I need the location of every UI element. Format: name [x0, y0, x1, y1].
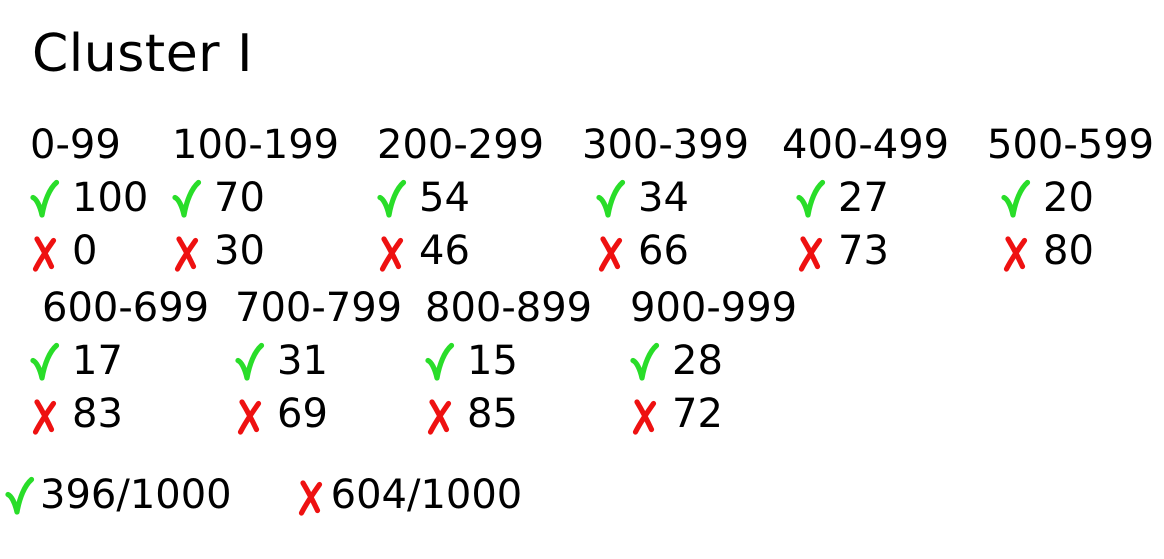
bin-column: 300-399 34 66	[582, 118, 782, 277]
total-pass: 396/1000	[5, 472, 232, 518]
pass-count: 31	[277, 337, 328, 384]
fail-stat: 83	[30, 387, 235, 440]
check-icon	[235, 341, 265, 387]
bin-range-label: 200-299	[377, 121, 545, 168]
bin-groups: 0-99 100 0 100-199 70 30 200-299 54 46 300-399 34 6…	[30, 118, 1164, 440]
cross-icon	[596, 231, 626, 277]
bin-column: 800-899 15 85	[425, 281, 630, 440]
bin-range-label: 800-899	[425, 284, 593, 331]
total-fail-label: 604/1000	[330, 472, 523, 518]
pass-stat: 54	[377, 171, 582, 224]
fail-count: 30	[214, 227, 265, 274]
pass-stat: 31	[235, 334, 425, 387]
pass-count: 54	[419, 174, 470, 221]
page-title: Cluster I	[32, 24, 253, 84]
bin-range-label: 900-999	[630, 284, 798, 331]
fail-count: 0	[72, 227, 98, 274]
cross-icon	[1001, 231, 1031, 277]
fail-stat: 66	[582, 224, 782, 277]
bin-range-label: 700-799	[235, 284, 403, 331]
pass-stat: 20	[987, 171, 1164, 224]
bin-range-label: 500-599	[987, 121, 1155, 168]
pass-count: 100	[72, 174, 149, 221]
bin-column: 0-99 100 0	[30, 118, 172, 277]
fail-count: 83	[72, 390, 123, 437]
bin-group-row: 600-699 17 83 700-799 31 69 800-899 15 85 900-999…	[30, 281, 1164, 440]
fail-stat: 80	[987, 224, 1164, 277]
cross-icon	[377, 231, 407, 277]
check-icon	[377, 178, 407, 224]
cross-icon	[425, 394, 455, 440]
fail-stat: 30	[172, 224, 377, 277]
check-icon	[1001, 178, 1031, 224]
check-icon	[596, 178, 626, 224]
totals-row: 396/1000 604/1000	[5, 472, 1164, 518]
pass-count: 34	[638, 174, 689, 221]
fail-count: 72	[672, 390, 723, 437]
cross-icon	[796, 231, 826, 277]
pass-stat: 100	[30, 171, 172, 224]
cross-icon	[630, 394, 660, 440]
fail-count: 73	[838, 227, 889, 274]
bin-column: 500-599 20 80	[987, 118, 1164, 277]
pass-stat: 27	[782, 171, 987, 224]
check-icon	[796, 178, 826, 224]
pass-stat: 34	[582, 171, 782, 224]
bin-group-row: 0-99 100 0 100-199 70 30 200-299 54 46 300-399 34 6…	[30, 118, 1164, 277]
fail-count: 80	[1043, 227, 1094, 274]
pass-stat: 28	[630, 334, 850, 387]
fail-stat: 69	[235, 387, 425, 440]
bin-range-label: 0-99	[30, 121, 121, 168]
check-icon	[172, 178, 202, 224]
bin-column: 400-499 27 73	[782, 118, 987, 277]
fail-stat: 85	[425, 387, 630, 440]
pass-stat: 17	[30, 334, 235, 387]
bin-range-label: 100-199	[172, 121, 340, 168]
bin-column: 600-699 17 83	[30, 281, 235, 440]
pass-count: 17	[72, 337, 123, 384]
pass-count: 20	[1043, 174, 1094, 221]
cross-icon	[172, 231, 202, 277]
fail-count: 46	[419, 227, 470, 274]
bin-column: 200-299 54 46	[377, 118, 582, 277]
check-icon	[425, 341, 455, 387]
cross-icon	[30, 394, 60, 440]
check-icon	[5, 475, 35, 521]
fail-stat: 46	[377, 224, 582, 277]
bin-range-label: 300-399	[582, 121, 750, 168]
fail-stat: 72	[630, 387, 850, 440]
fail-stat: 73	[782, 224, 987, 277]
check-icon	[30, 341, 60, 387]
bin-range-label: 400-499	[782, 121, 950, 168]
check-icon	[630, 341, 660, 387]
cross-icon	[235, 394, 265, 440]
pass-stat: 15	[425, 334, 630, 387]
total-fail: 604/1000	[296, 472, 523, 521]
fail-count: 85	[467, 390, 518, 437]
pass-stat: 70	[172, 171, 377, 224]
check-icon	[30, 178, 60, 224]
fail-stat: 0	[30, 224, 172, 277]
fail-count: 66	[638, 227, 689, 274]
cross-icon	[30, 231, 60, 277]
pass-count: 15	[467, 337, 518, 384]
fail-count: 69	[277, 390, 328, 437]
total-pass-label: 396/1000	[40, 472, 232, 518]
pass-count: 70	[214, 174, 265, 221]
pass-count: 27	[838, 174, 889, 221]
bin-column: 700-799 31 69	[235, 281, 425, 440]
bin-column: 900-999 28 72	[630, 281, 850, 440]
bin-column: 100-199 70 30	[172, 118, 377, 277]
cross-icon	[296, 475, 326, 521]
pass-count: 28	[672, 337, 723, 384]
bin-range-label: 600-699	[42, 284, 210, 331]
